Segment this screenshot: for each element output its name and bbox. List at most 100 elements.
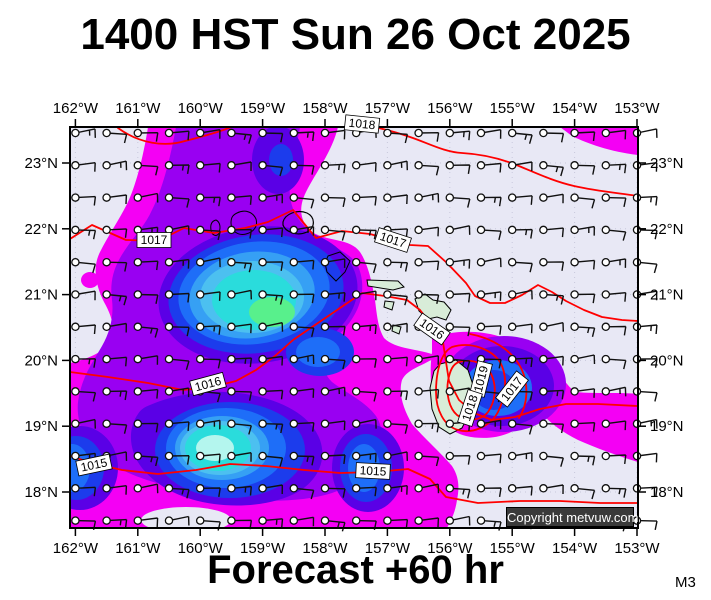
wind-barb-station (289, 322, 299, 332)
wind-barb-station (539, 257, 548, 267)
wind-barb-station (289, 484, 299, 493)
wind-barb-station (164, 419, 174, 428)
isobar-topleft (117, 127, 234, 145)
wind-barb-station (227, 128, 236, 138)
wind-barb-station (195, 451, 205, 461)
wind-barb-station (539, 193, 548, 202)
wind-barb-station (351, 354, 361, 364)
wind-barb-station (351, 193, 361, 202)
wind-barb-station (414, 451, 423, 461)
lon-label-bottom: 154°W (552, 540, 598, 557)
wind-barb-station (414, 484, 423, 493)
wind-barb-station (445, 419, 455, 428)
wind-barb-station (383, 322, 392, 332)
wind-barb-station (383, 257, 392, 267)
wind-barb-station (71, 257, 80, 267)
wind-barb-station (320, 225, 330, 235)
isobar-label-box (189, 371, 227, 397)
wind-barb-station (476, 128, 486, 138)
wind-barb-station (133, 419, 143, 428)
wind-barb-station (320, 387, 330, 396)
wind-barb-station (507, 484, 517, 493)
wind-barb-station (570, 128, 579, 138)
wind-barb-station (445, 290, 455, 299)
island-niihau (210, 219, 221, 236)
wind-barb-station (383, 451, 392, 461)
wind-barb-station (539, 354, 548, 364)
wind-barb-station (133, 354, 143, 364)
wind-barb-station (539, 322, 548, 332)
wind-barb-station (289, 225, 299, 235)
wind-barb-station (601, 225, 611, 235)
wind-barb-station (351, 290, 361, 299)
rain-green-core-central (249, 297, 295, 327)
wind-barb-station (289, 161, 299, 170)
wind-barb-station (351, 257, 361, 267)
lon-label-top: 158°W (302, 100, 348, 117)
wind-barb-station (507, 193, 517, 202)
wind-barb-station (539, 161, 548, 170)
wind-barb-station (195, 128, 205, 138)
wind-barb-station (258, 516, 267, 525)
wind-barb-station (476, 419, 486, 428)
wind-barb-station (414, 225, 423, 235)
wind-barb-station (289, 257, 299, 267)
lon-label-bottom: 159°W (240, 540, 286, 557)
wind-barb-station (164, 290, 174, 299)
isobar-label-box (136, 232, 172, 248)
wind-barb-station (258, 451, 267, 461)
wind-barb-station (476, 322, 486, 332)
wind-barb-station (539, 419, 548, 428)
wind-barb-station (570, 161, 579, 170)
wind-barb-station (164, 387, 174, 396)
wind-barb-station (195, 161, 205, 170)
wind-barb-station (258, 354, 267, 364)
wind-barb-station (227, 484, 236, 493)
wind-barb-station (71, 419, 80, 428)
isobar-label-value: 1015 (359, 463, 387, 478)
isobar-label-box (413, 312, 451, 346)
wind-barb-station (601, 419, 611, 428)
wind-barb-station (351, 451, 361, 461)
lon-label-top: 159°W (240, 100, 286, 117)
wind-barb-station (227, 387, 236, 396)
wind-barb-station (227, 516, 236, 525)
wind-barb-station (164, 354, 174, 364)
wind-barb-station (195, 354, 205, 364)
wind-barb-station (195, 290, 205, 299)
wind-barb-station (133, 290, 143, 299)
wind-barb-station (601, 451, 611, 461)
wind-barb-station (351, 484, 361, 493)
lon-label-top: 162°W (53, 100, 99, 117)
black-contour-ring (282, 210, 314, 235)
wind-barb-station (195, 322, 205, 332)
wind-barb-station (601, 128, 611, 138)
isobar-label: 1017 (374, 227, 412, 253)
lon-label-bottom: 157°W (365, 540, 411, 557)
wind-barb-station (102, 193, 111, 202)
wind-barb-station (164, 322, 174, 332)
wind-barb-station (445, 225, 455, 235)
wind-barb-station (71, 451, 80, 461)
isobar-label-box (355, 462, 391, 480)
wind-barb-station (320, 257, 330, 267)
isobar-label: 1019 (469, 360, 493, 398)
wind-barb-station (227, 225, 236, 235)
wind-barb-station (383, 193, 392, 202)
wind-barb-station (71, 161, 80, 170)
lon-label-top: 153°W (614, 100, 660, 117)
lat-label-right: 20°N (650, 352, 684, 369)
lon-label-bottom: 158°W (302, 540, 348, 557)
wind-barb-station (164, 257, 174, 267)
wind-barb-station (258, 419, 267, 428)
wind-barb-station (133, 193, 143, 202)
wind-barb-station (71, 516, 80, 525)
isobar-label-box (75, 453, 113, 477)
wind-barb-station (102, 484, 111, 493)
wind-barb-station (476, 161, 486, 170)
isobar-label-value: 1017 (141, 233, 168, 247)
lon-label-bottom: 153°W (614, 540, 660, 557)
forecast-hour-label: Forecast +60 hr (0, 548, 711, 593)
wind-barb-station (289, 419, 299, 428)
